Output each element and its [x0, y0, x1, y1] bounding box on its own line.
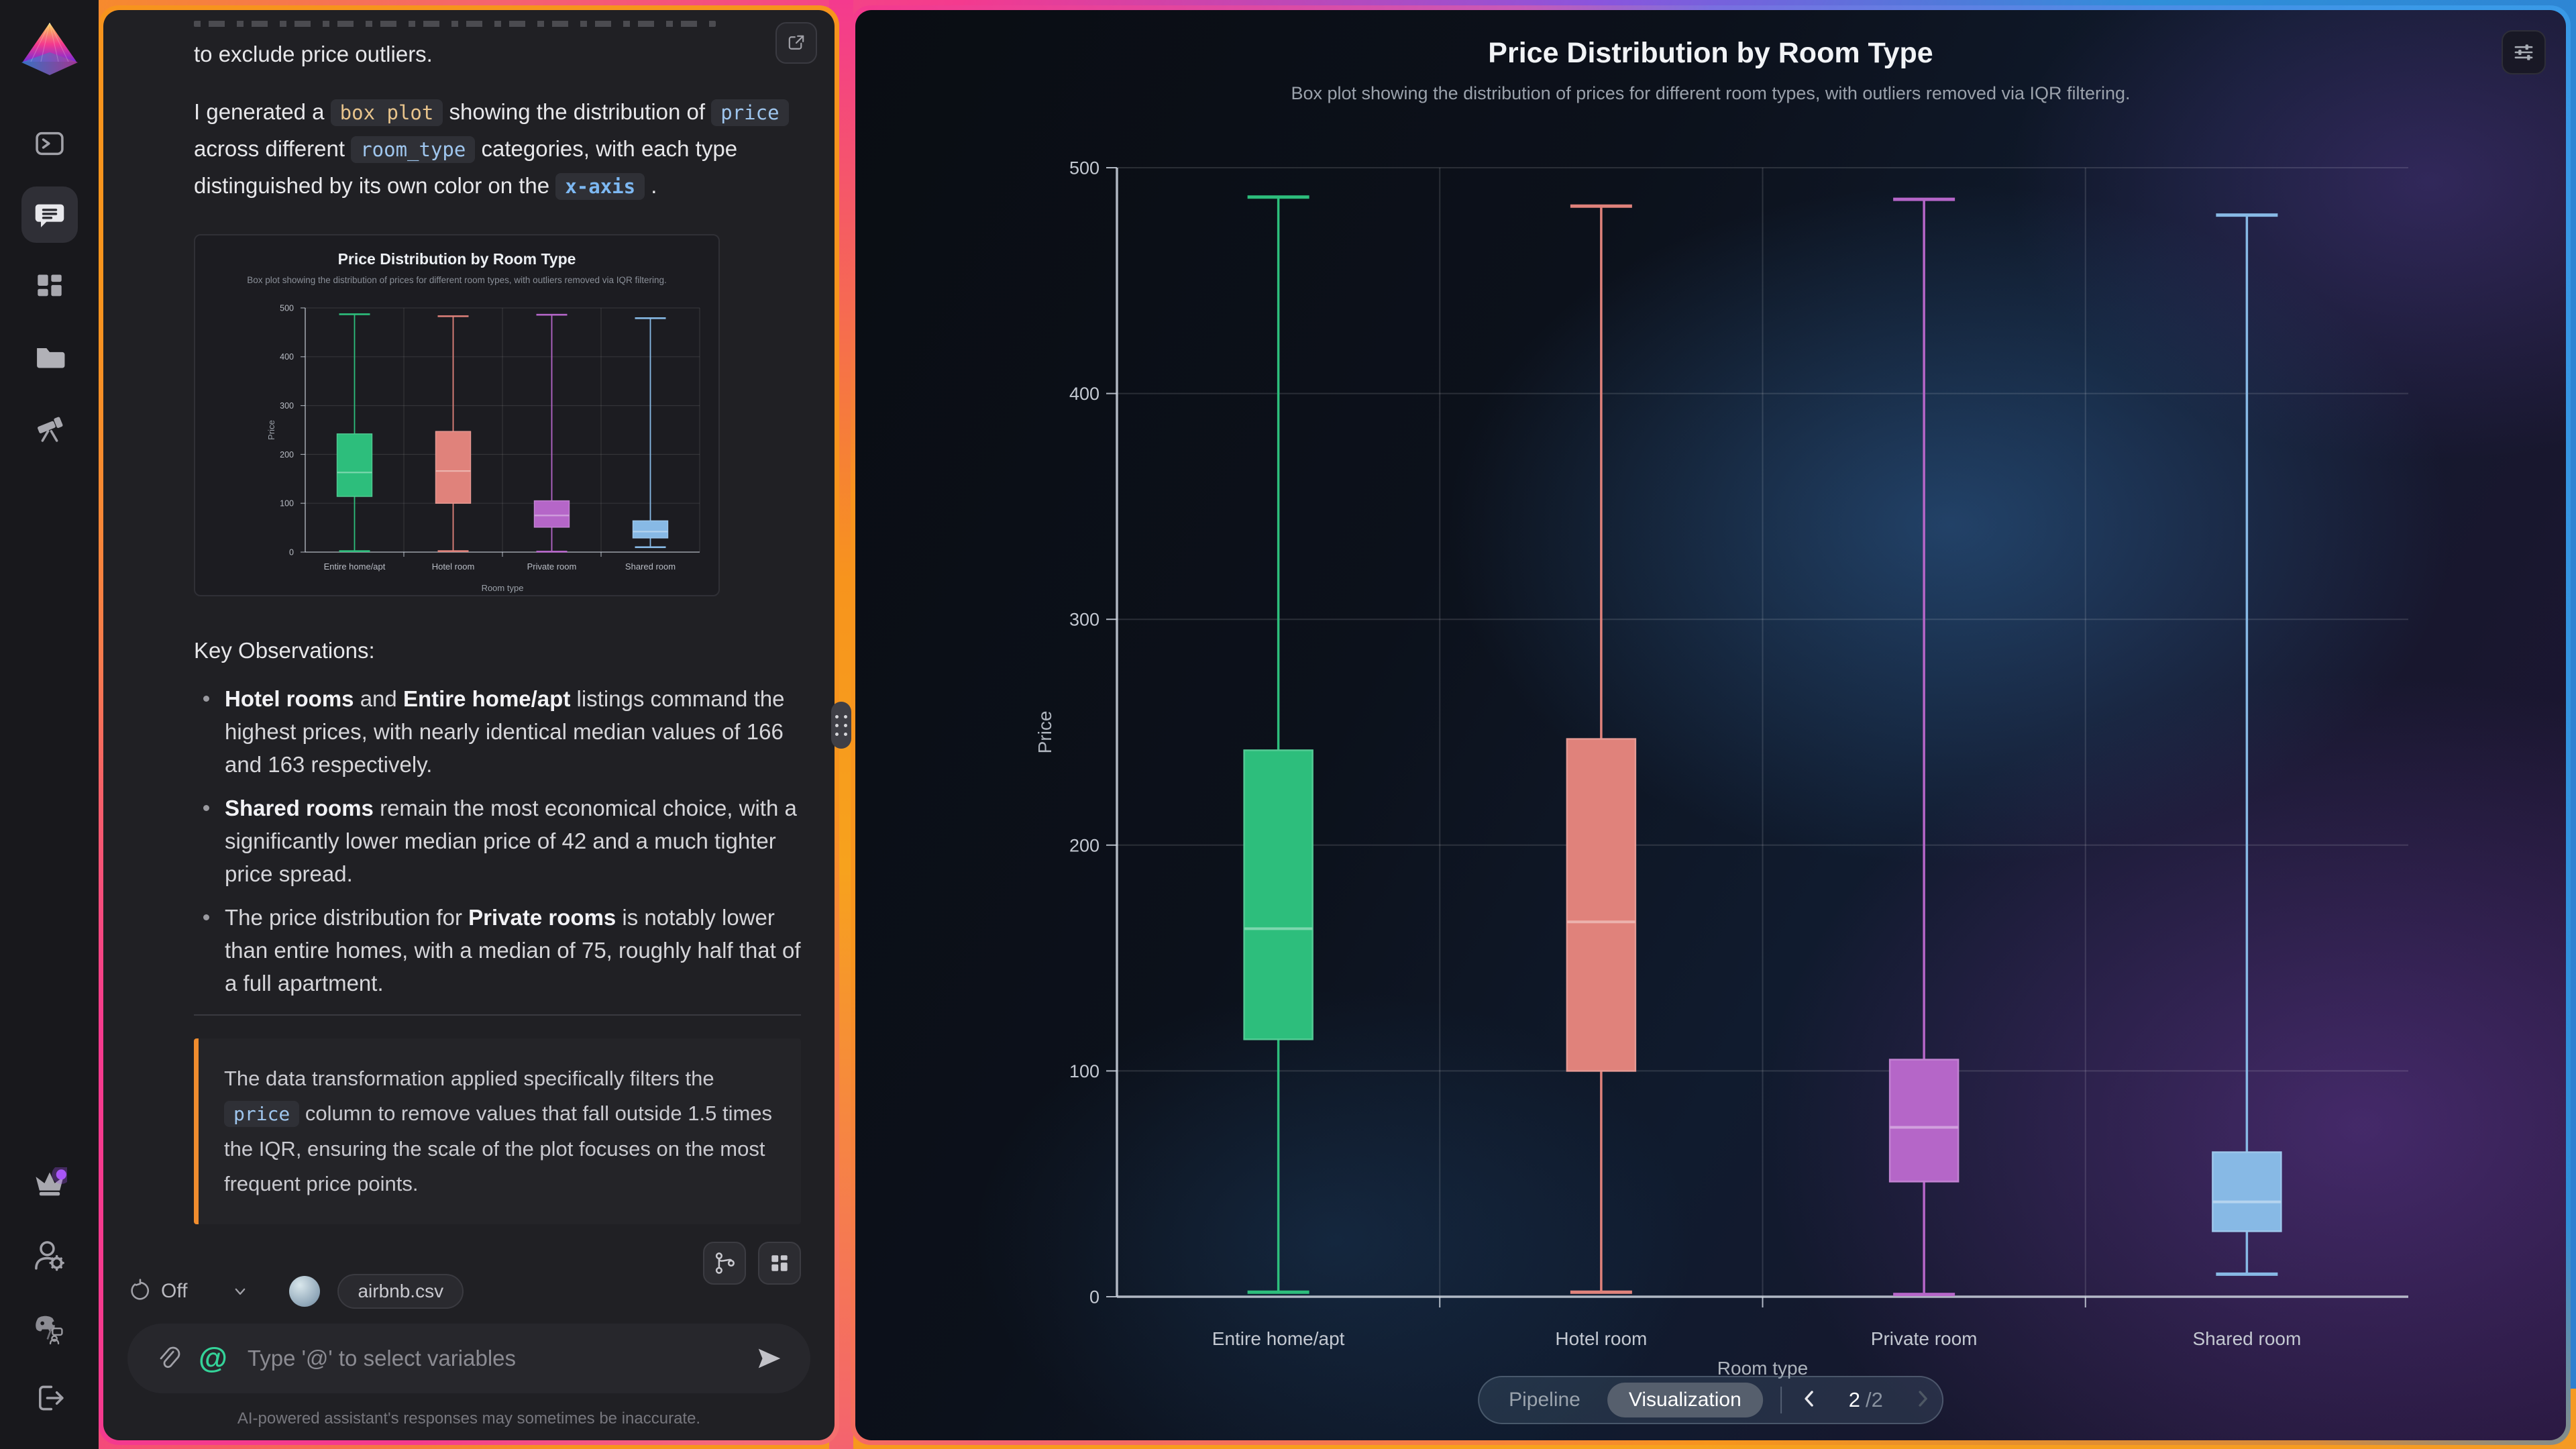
ai-disclaimer: AI-powered assistant's responses may som…: [237, 1409, 701, 1428]
note-callout: The data transformation applied specific…: [194, 1038, 801, 1224]
footer-divider: [1780, 1387, 1782, 1413]
chevron-right-icon: [1919, 1390, 1927, 1407]
clipped-text-line: [194, 21, 716, 27]
message-actions: [194, 1242, 801, 1285]
chat-panel-border: to exclude price outliers. I generated a…: [99, 5, 839, 1445]
folder-icon: [36, 348, 64, 368]
terminal-icon: [35, 131, 64, 156]
svg-text:200: 200: [1069, 835, 1099, 855]
svg-text:Price: Price: [266, 420, 276, 440]
message-divider: [194, 1014, 801, 1016]
viz-panel: Price Distribution by Room Type Box plot…: [855, 10, 2566, 1440]
open-in-panel-button[interactable]: [775, 22, 817, 64]
branch-icon: [715, 1252, 735, 1274]
sidebar: [0, 0, 99, 1449]
sidebar-item-account-settings[interactable]: [21, 1228, 78, 1284]
assistant-message: to exclude price outliers. I generated a…: [194, 10, 801, 1285]
svg-text:Shared room: Shared room: [2192, 1328, 2301, 1349]
svg-text:Price: Price: [1034, 711, 1055, 754]
message-composer[interactable]: @ Type '@' to select variables: [127, 1324, 810, 1393]
svg-text:Private room: Private room: [527, 561, 577, 572]
view-pipeline-button[interactable]: [703, 1242, 746, 1285]
sidebar-item-chat[interactable]: [21, 186, 78, 243]
svg-text:400: 400: [280, 352, 294, 362]
next-page-button[interactable]: [1913, 1389, 1933, 1412]
sidebar-item-dashboard[interactable]: [21, 258, 78, 314]
observations-list: Hotel rooms and Entire home/apt listings…: [194, 682, 801, 1000]
rerun-icon[interactable]: [127, 1279, 153, 1304]
observation-item: Shared rooms remain the most economical …: [194, 792, 801, 890]
sidebar-item-explore[interactable]: [21, 400, 78, 456]
dashboard-grid-icon: [37, 274, 62, 297]
chevron-down-icon[interactable]: [229, 1280, 252, 1303]
viz-footer-bar: Pipeline Visualization 2/2: [1478, 1376, 1943, 1424]
chat-panel: to exclude price outliers. I generated a…: [103, 10, 835, 1440]
svg-text:Room type: Room type: [482, 583, 524, 593]
svg-text:Hotel room: Hotel room: [1555, 1328, 1647, 1349]
dataset-avatar[interactable]: [289, 1276, 321, 1307]
thumbnail-chart-subtitle: Box plot showing the distribution of pri…: [247, 275, 667, 285]
chart-thumbnail[interactable]: Price Distribution by Room Type Box plot…: [194, 234, 720, 596]
thumbnail-chart-title: Price Distribution by Room Type: [337, 250, 576, 268]
sidebar-item-terminal[interactable]: [21, 115, 78, 172]
page-indicator: 2/2: [1848, 1388, 1883, 1411]
user-gear-icon: [34, 1241, 64, 1271]
svg-text:Shared room: Shared room: [625, 561, 676, 572]
sliders-icon: [2514, 44, 2533, 60]
logout-icon: [38, 1385, 64, 1411]
viz-panel-border: Price Distribution by Room Type Box plot…: [851, 5, 2571, 1445]
sidebar-item-discord-feedback[interactable]: [21, 1299, 78, 1355]
sidebar-item-logout[interactable]: [21, 1370, 78, 1426]
panel-resize-handle[interactable]: [831, 702, 851, 749]
discord-feedback-icon: [35, 1316, 63, 1344]
message-paragraph: I generated a box plot showing the distr…: [194, 94, 801, 205]
observation-item: The price distribution for Private rooms…: [194, 901, 801, 1000]
svg-text:Entire home/apt: Entire home/apt: [324, 561, 386, 572]
composer-meta-row: Off airbnb.csv: [127, 1274, 464, 1309]
main-boxplot: 0 100 200 300 400 500 Entire home/apt Hotel roo…: [1034, 158, 2408, 1379]
crown-icon: [35, 1167, 67, 1196]
telescope-icon: [37, 417, 62, 442]
notification-dot: [56, 1169, 66, 1180]
thumbnail-boxplot: 0 100 200 300 400 500 Entire home/apt Hotel roo…: [266, 303, 700, 593]
svg-text:0: 0: [289, 547, 294, 557]
svg-text:300: 300: [280, 401, 294, 411]
message-line: to exclude price outliers.: [194, 42, 433, 66]
attach-icon[interactable]: [154, 1345, 181, 1372]
observations-title: Key Observations:: [194, 638, 375, 663]
sidebar-item-premium[interactable]: [21, 1157, 78, 1213]
svg-text:100: 100: [1069, 1061, 1099, 1081]
svg-text:Entire home/apt: Entire home/apt: [1212, 1328, 1345, 1349]
viz-chart-subtitle: Box plot showing the distribution of pri…: [1291, 83, 2131, 103]
viz-chart-title: Price Distribution by Room Type: [1488, 37, 1933, 69]
svg-text:0: 0: [1089, 1287, 1099, 1307]
svg-text:Private room: Private room: [1871, 1328, 1978, 1349]
svg-text:500: 500: [280, 303, 294, 313]
app-logo[interactable]: [17, 20, 82, 78]
external-link-icon: [788, 35, 804, 50]
svg-text:500: 500: [1069, 158, 1099, 178]
tab-visualization[interactable]: Visualization: [1607, 1383, 1763, 1417]
sidebar-item-files[interactable]: [21, 329, 78, 385]
svg-text:300: 300: [1069, 610, 1099, 630]
svg-text:100: 100: [280, 499, 294, 508]
svg-text:Room type: Room type: [1717, 1358, 1808, 1379]
svg-text:200: 200: [280, 450, 294, 460]
composer-input[interactable]: Type '@' to select variables: [247, 1346, 517, 1371]
view-dashboard-button[interactable]: [758, 1242, 801, 1285]
prev-page-button[interactable]: [1799, 1389, 1819, 1412]
variables-at-icon[interactable]: @: [199, 1342, 227, 1375]
svg-text:Hotel room: Hotel room: [432, 561, 475, 572]
send-icon[interactable]: [755, 1344, 784, 1373]
dataset-chip[interactable]: airbnb.csv: [337, 1274, 464, 1309]
rerun-toggle-label[interactable]: Off: [161, 1280, 188, 1302]
observation-item: Hotel rooms and Entire home/apt listings…: [194, 682, 801, 781]
svg-text:400: 400: [1069, 384, 1099, 404]
tiles-icon: [771, 1255, 788, 1271]
chevron-left-icon: [1805, 1390, 1813, 1407]
chart-settings-button[interactable]: [2502, 30, 2546, 74]
chat-bubble-icon: [35, 204, 64, 227]
tab-pipeline[interactable]: Pipeline: [1509, 1389, 1580, 1411]
